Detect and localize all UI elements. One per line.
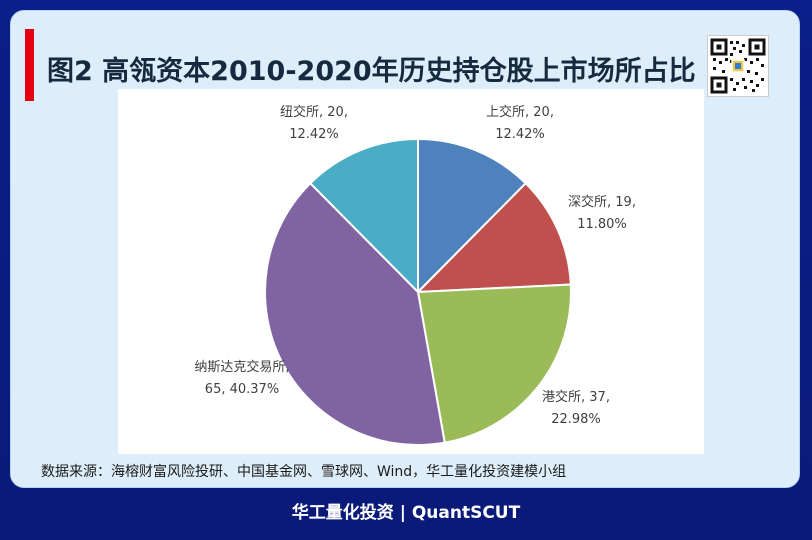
footer-brand: 华工量化投资 | QuantSCUT xyxy=(291,503,521,523)
slice-label-3: 港交所, 37, 22.98% xyxy=(542,389,610,427)
pie-slice-4 xyxy=(264,181,446,446)
title-accent-bar xyxy=(25,29,34,101)
pie-slice-2 xyxy=(415,181,572,294)
slice-label-2: 深交所, 19, 11.80% xyxy=(568,194,636,232)
pie-slice-3 xyxy=(416,283,572,444)
chart-title: 图2 高瓴资本2010-2020年历史持仓股上市场所占比 xyxy=(47,56,696,87)
pie-slice-1 xyxy=(417,137,528,295)
data-source-note: 数据来源：海榕财富风险投研、中国基金网、雪球网、Wind，华工量化投资建模小组 xyxy=(41,464,567,480)
slice-label-1: 上交所, 20, 12.42% xyxy=(486,104,554,142)
slice-label-4: 纳斯达克交易所, 65, 40.37% xyxy=(194,359,289,397)
pie-chart: 上交所, 20, 12.42% 深交所, 19, 11.80% 港交所, 37, 22.9… xyxy=(194,104,636,446)
qr-code-icon xyxy=(707,35,769,97)
pie-chart-area: 上交所, 20, 12.42% 深交所, 19, 11.80% 港交所, 37, 22.9… xyxy=(118,89,704,454)
slide-panel: 图2 高瓴资本2010-2020年历史持仓股上市场所占比 xyxy=(10,10,800,488)
pie-slice-5 xyxy=(308,137,419,295)
slice-label-5: 纽交所, 20, 12.42% xyxy=(280,104,348,142)
